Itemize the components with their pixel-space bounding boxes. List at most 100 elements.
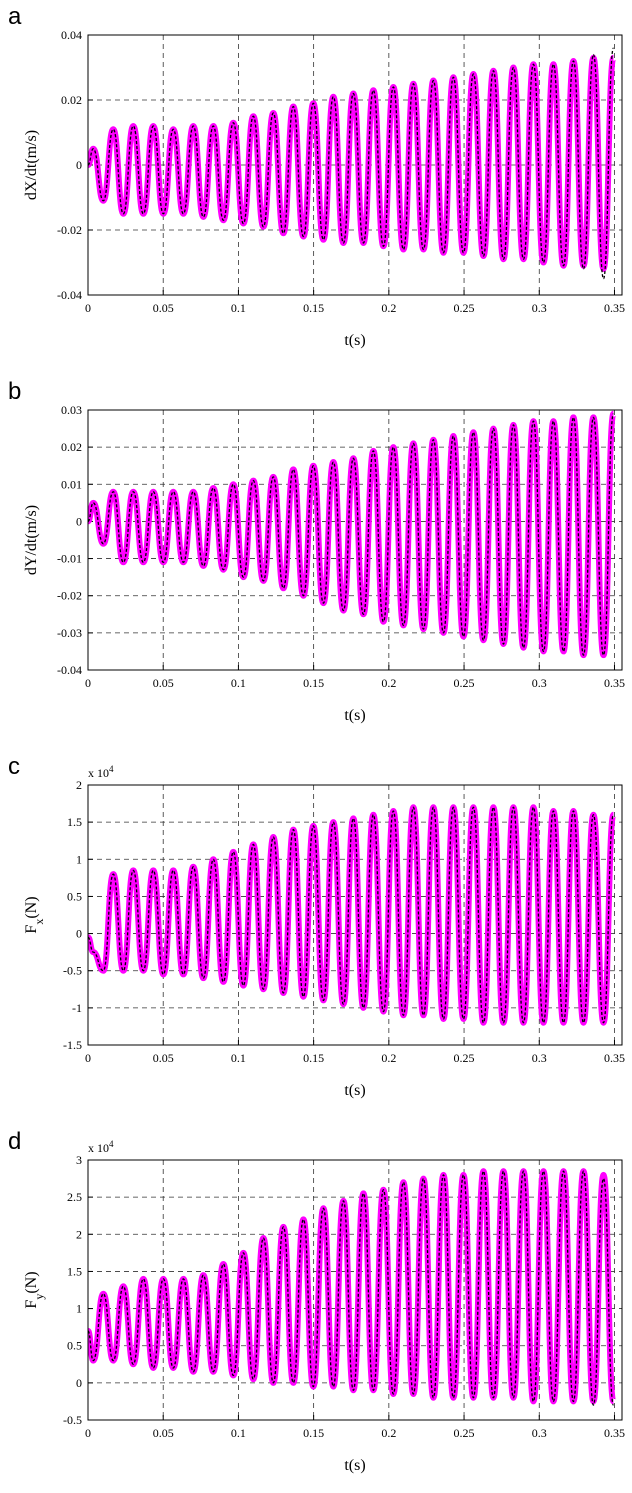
y-axis-label-sub: x — [32, 919, 46, 925]
y-tick-label: 2 — [76, 1227, 82, 1241]
y-axis-label-main: dX/dt(m/s) — [23, 130, 40, 200]
multiplier-base: x 10 — [88, 1141, 109, 1155]
x-tick-label: 0.35 — [604, 676, 625, 690]
y-tick-label: 0 — [76, 1376, 82, 1390]
x-tick-label: 0.1 — [231, 676, 246, 690]
y-tick-label: 0.5 — [67, 889, 82, 903]
series-line — [88, 413, 615, 656]
axis-multiplier: x 104 — [88, 1139, 114, 1155]
x-tick-label: 0 — [85, 301, 91, 315]
x-tick-label: 0.3 — [532, 1426, 547, 1440]
x-tick-label: 0.25 — [454, 1426, 475, 1440]
y-axis-label-rest: (N) — [23, 1271, 40, 1293]
y-tick-label: 0 — [76, 927, 82, 941]
x-tick-label: 0.2 — [381, 1426, 396, 1440]
y-tick-label: 0.02 — [61, 440, 82, 454]
y-tick-label: -0.5 — [63, 1413, 82, 1427]
x-tick-label: 0.05 — [153, 1426, 174, 1440]
plot-frame — [87, 1159, 623, 1421]
y-axis-label: Fx(N) — [23, 896, 46, 933]
y-tick-label: -0.01 — [57, 552, 82, 566]
y-tick-label: 1.5 — [67, 815, 82, 829]
x-tick-label: 0.35 — [604, 1051, 625, 1065]
y-tick-label: 0.04 — [61, 28, 82, 42]
y-axis-label-main: F — [23, 1300, 40, 1309]
y-tick-label: -1 — [72, 1001, 82, 1015]
plot-frame — [87, 409, 623, 671]
x-axis-label: t(s) — [344, 1082, 365, 1099]
x-tick-label: 0.15 — [303, 1051, 324, 1065]
x-tick-label: 0.15 — [303, 301, 324, 315]
multiplier-exponent: 4 — [109, 764, 114, 774]
x-tick-label: 0.2 — [381, 301, 396, 315]
y-axis-label: Fy(N) — [23, 1271, 46, 1308]
panel: b 0 0.05 0.1 0.15 0.2 0.25 0.3 0.35 -0.04 -0.03 -0.… — [8, 378, 625, 724]
x-tick-label: 0.1 — [231, 1051, 246, 1065]
x-tick-label: 0 — [85, 1051, 91, 1065]
axis-multiplier: x 104 — [88, 764, 114, 780]
y-tick-label: -0.03 — [57, 626, 82, 640]
panel-letter: b — [8, 378, 21, 405]
x-tick-label: 0.15 — [303, 1426, 324, 1440]
y-tick-label: 0.01 — [61, 477, 82, 491]
x-tick-label: 0.2 — [381, 676, 396, 690]
y-tick-label: -0.5 — [63, 964, 82, 978]
y-tick-label: 0.02 — [61, 93, 82, 107]
y-tick-label: -0.04 — [57, 288, 82, 302]
series-line — [88, 47, 615, 280]
plot-frame — [87, 34, 623, 296]
panel: d0 0.05 0.1 0.15 0.2 0.25 0.3 0.35-0.500.511.52… — [8, 1128, 625, 1474]
plot-frame — [87, 784, 623, 1046]
panel-letter: d — [8, 1128, 21, 1155]
x-tick-label: 0.25 — [454, 301, 475, 315]
multiplier-base: x 10 — [88, 766, 109, 780]
y-tick-label: 2.5 — [67, 1190, 82, 1204]
y-tick-label: 3 — [76, 1153, 82, 1167]
y-tick-label: -1.5 — [63, 1038, 82, 1052]
x-tick-label: 0.35 — [604, 1426, 625, 1440]
y-axis-label-main: dY/dt(m/s) — [23, 505, 40, 575]
x-axis-label: t(s) — [344, 1457, 365, 1474]
x-tick-label: 0.2 — [381, 1051, 396, 1065]
y-tick-label: -0.02 — [57, 589, 82, 603]
x-tick-label: 0.25 — [454, 1051, 475, 1065]
panel-letter: c — [8, 753, 20, 780]
x-tick-label: 0.3 — [532, 301, 547, 315]
x-tick-label: 0.35 — [604, 301, 625, 315]
series-line — [88, 1170, 615, 1406]
y-axis-label: dY/dt(m/s) — [23, 505, 40, 575]
y-tick-label: 1.5 — [67, 1264, 82, 1278]
series-line — [88, 806, 615, 1024]
x-tick-label: 0.3 — [532, 1051, 547, 1065]
x-tick-label: 0.1 — [231, 301, 246, 315]
multiplier-exponent: 4 — [109, 1139, 114, 1149]
x-tick-label: 0.05 — [153, 301, 174, 315]
y-tick-label: -0.04 — [57, 663, 82, 677]
x-tick-label: 0.15 — [303, 676, 324, 690]
panel: c 0 0.05 0.1 0.15 0.2 0.25 0.3 0.35 -1.5 -1 -0.5 0 0.… — [8, 753, 625, 1099]
x-tick-label: 0 — [85, 1426, 91, 1440]
y-axis-label-main: F — [23, 925, 40, 934]
x-tick-label: 0.05 — [153, 1051, 174, 1065]
x-tick-label: 0.25 — [454, 676, 475, 690]
y-tick-label: 0.5 — [67, 1339, 82, 1353]
y-tick-label: 1 — [76, 1302, 82, 1316]
y-tick-label: -0.02 — [57, 223, 82, 237]
panel: a 0 0.05 0.1 0.15 0.2 0.25 0.3 0.35 -0.04 -0.02 0 0.… — [8, 3, 625, 349]
series-line — [88, 54, 617, 272]
panel-letter: a — [8, 3, 22, 30]
y-axis-label-sub: y — [32, 1294, 46, 1300]
y-tick-label: 2 — [76, 778, 82, 792]
y-axis-label: dX/dt(m/s) — [23, 130, 40, 200]
y-tick-label: 1 — [76, 852, 82, 866]
x-tick-label: 0.3 — [532, 676, 547, 690]
x-axis-label: t(s) — [344, 332, 365, 349]
y-tick-label: 0 — [76, 514, 82, 528]
x-tick-label: 0.05 — [153, 676, 174, 690]
x-axis-label: t(s) — [344, 707, 365, 724]
y-tick-label: 0 — [76, 158, 82, 172]
series-line — [88, 410, 617, 659]
y-tick-label: 0.03 — [61, 403, 82, 417]
y-axis-label-rest: (N) — [23, 896, 40, 918]
